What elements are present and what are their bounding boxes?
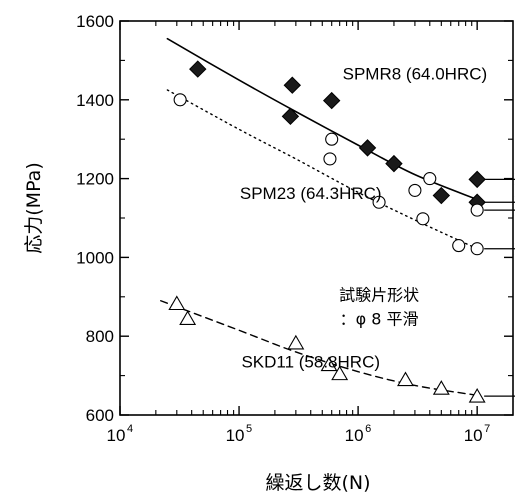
x-tick-label: 10	[345, 426, 364, 445]
marker-triangle-series-2	[287, 334, 305, 350]
runout-arrow-series-0	[484, 173, 515, 186]
y-tick-label: 1600	[76, 12, 114, 31]
fit-lines	[160, 37, 478, 396]
axis-ticks	[119, 20, 513, 416]
marker-diamond-series-0	[322, 91, 341, 110]
runout-arrow-series-2	[484, 390, 515, 402]
y-tick-label: 1400	[76, 91, 114, 110]
marker-diamond-series-0	[283, 76, 301, 94]
fit-line-series-1	[166, 89, 478, 250]
fit-line-series-0	[166, 37, 478, 201]
marker-diamond-series-0	[432, 186, 451, 205]
marker-diamond-series-0	[281, 107, 300, 126]
marker-circle-series-1	[470, 242, 484, 256]
y-axis-title: 応力(MPa)	[23, 162, 45, 253]
runout-arrow-series-0	[484, 196, 515, 208]
annotation-specimen-shape: 試験片形状	[339, 286, 419, 305]
annotation-skd11: SKD11 (58.8HRC)	[241, 353, 380, 372]
marker-triangle-series-2	[468, 387, 486, 403]
x-tick-exponent: 5	[246, 423, 252, 435]
marker-triangle-series-2	[331, 365, 349, 381]
marker-diamond-series-0	[468, 170, 486, 189]
marker-triangle-series-2	[397, 371, 414, 387]
x-tick-exponent: 4	[127, 423, 133, 435]
marker-circle-series-1	[372, 195, 386, 209]
marker-diamond-series-0	[385, 154, 403, 173]
fit-line-series-2	[160, 300, 478, 396]
annotation-specimen-dia: ：φ 8 平滑	[340, 309, 419, 328]
y-tick-label: 1200	[76, 170, 114, 189]
runout-arrow-series-1	[484, 243, 515, 255]
marker-circle-series-1	[173, 93, 187, 107]
marker-triangle-series-2	[179, 310, 197, 326]
marker-triangle-series-2	[168, 295, 186, 311]
y-tick-label: 600	[86, 406, 114, 425]
x-tick-exponent: 7	[484, 423, 490, 435]
runout-arrow-series-1	[484, 204, 515, 216]
marker-circle-series-1	[323, 152, 337, 166]
marker-diamond-series-0	[189, 60, 207, 78]
annotation-spm23: SPM23 (64.3HRC)	[240, 184, 382, 203]
marker-triangle-series-2	[432, 380, 450, 395]
marker-circle-series-1	[423, 172, 437, 186]
marker-diamond-series-0	[358, 139, 377, 157]
y-tick-label: 1000	[76, 248, 114, 267]
marker-circle-series-1	[470, 203, 484, 217]
x-tick-label: 10	[107, 426, 126, 445]
y-tick-label: 800	[86, 327, 114, 346]
x-tick-label: 10	[464, 426, 483, 445]
marker-circle-series-1	[325, 132, 339, 146]
x-tick-exponent: 6	[365, 423, 371, 435]
runout-arrows	[484, 173, 515, 402]
marker-circle-series-1	[416, 212, 430, 226]
marker-circle-series-1	[408, 183, 422, 197]
marker-circle-series-1	[452, 239, 466, 253]
x-tick-label: 10	[226, 426, 245, 445]
annotation-spmr8: SPMR8 (64.0HRC)	[343, 64, 488, 83]
data-markers	[168, 60, 486, 403]
marker-triangle-series-2	[320, 356, 338, 372]
x-axis-title: 繰返し数(N)	[265, 472, 370, 494]
